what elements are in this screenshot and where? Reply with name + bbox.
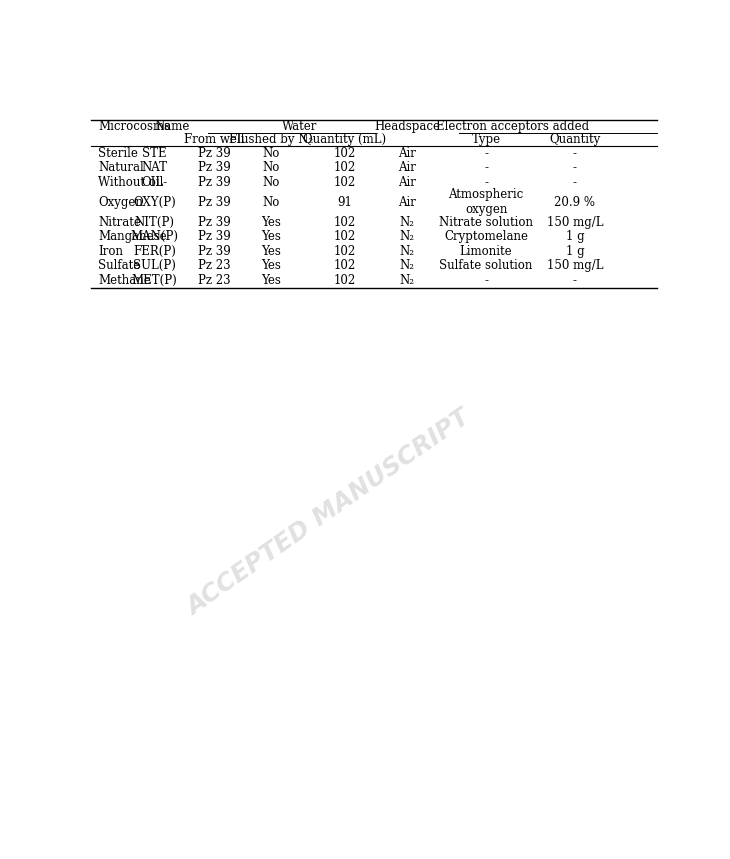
Text: 102: 102 [334,245,356,258]
Text: Yes: Yes [261,245,281,258]
Text: Manganese: Manganese [98,230,166,243]
Text: Methane: Methane [98,274,151,287]
Text: Cryptomelane: Cryptomelane [444,230,528,243]
Text: -: - [573,274,577,287]
Text: No: No [263,176,280,189]
Text: 102: 102 [334,274,356,287]
Text: 1 g: 1 g [566,230,584,243]
Text: Iron: Iron [98,245,123,258]
Text: OIL-: OIL- [142,176,168,189]
Text: STE: STE [142,147,167,160]
Text: 20.9 %: 20.9 % [555,196,596,209]
Text: Air: Air [398,161,416,174]
Text: No: No [263,161,280,174]
Text: Pz 39: Pz 39 [199,161,231,174]
Text: N₂: N₂ [399,230,415,243]
Text: Quantity (mL): Quantity (mL) [303,133,386,146]
Text: MET(P): MET(P) [131,274,177,287]
Text: Sterile: Sterile [98,147,138,160]
Text: -: - [573,176,577,189]
Text: -: - [484,274,488,287]
Text: Limonite: Limonite [460,245,512,258]
Text: From well: From well [185,133,245,146]
Text: -: - [573,161,577,174]
Text: Pz 39: Pz 39 [199,196,231,209]
Text: -: - [484,176,488,189]
Text: 102: 102 [334,216,356,228]
Text: -: - [484,161,488,174]
Text: NAT: NAT [142,161,168,174]
Text: NIT(P): NIT(P) [134,216,174,228]
Text: N₂: N₂ [399,245,415,258]
Text: 102: 102 [334,176,356,189]
Text: Microcosms: Microcosms [98,120,170,133]
Text: Yes: Yes [261,274,281,287]
Text: Sulfate solution: Sulfate solution [439,259,533,272]
Text: Water: Water [282,120,317,133]
Text: Air: Air [398,147,416,160]
Text: ACCEPTED MANUSCRIPT: ACCEPTED MANUSCRIPT [182,405,475,620]
Text: Flushed by N₂: Flushed by N₂ [229,133,313,146]
Text: Headspace: Headspace [374,120,440,133]
Text: Without oil: Without oil [98,176,164,189]
Text: No: No [263,147,280,160]
Text: MAN(P): MAN(P) [131,230,179,243]
Text: Oxygen: Oxygen [98,196,143,209]
Text: 150 mg/L: 150 mg/L [547,259,603,272]
Text: Electron acceptors added: Electron acceptors added [436,120,589,133]
Text: Pz 39: Pz 39 [199,147,231,160]
Text: FER(P): FER(P) [133,245,176,258]
Text: 102: 102 [334,161,356,174]
Text: Sulfate: Sulfate [98,259,140,272]
Text: 1 g: 1 g [566,245,584,258]
Text: Atmospheric
oxygen: Atmospheric oxygen [448,188,523,216]
Text: 150 mg/L: 150 mg/L [547,216,603,228]
Text: Yes: Yes [261,259,281,272]
Text: No: No [263,196,280,209]
Text: Type: Type [472,133,501,146]
Text: Pz 23: Pz 23 [199,274,231,287]
Text: Pz 39: Pz 39 [199,245,231,258]
Text: Pz 23: Pz 23 [199,259,231,272]
Text: Yes: Yes [261,216,281,228]
Text: Nitrate solution: Nitrate solution [439,216,533,228]
Text: 102: 102 [334,259,356,272]
Text: Pz 39: Pz 39 [199,216,231,228]
Text: Pz 39: Pz 39 [199,176,231,189]
Text: -: - [484,147,488,160]
Text: 91: 91 [337,196,352,209]
Text: Name: Name [155,120,190,133]
Text: N₂: N₂ [399,259,415,272]
Text: -: - [573,147,577,160]
Text: Quantity: Quantity [550,133,601,146]
Text: N₂: N₂ [399,274,415,287]
Text: Natural: Natural [98,161,144,174]
Text: N₂: N₂ [399,216,415,228]
Text: Pz 39: Pz 39 [199,230,231,243]
Text: OXY(P): OXY(P) [134,196,176,209]
Text: Air: Air [398,176,416,189]
Text: SUL(P): SUL(P) [133,259,176,272]
Text: Yes: Yes [261,230,281,243]
Text: 102: 102 [334,147,356,160]
Text: Nitrate: Nitrate [98,216,141,228]
Text: 102: 102 [334,230,356,243]
Text: Air: Air [398,196,416,209]
